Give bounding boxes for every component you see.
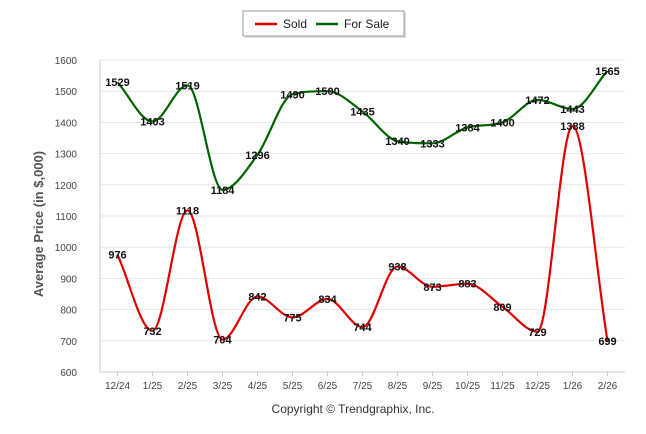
for-sale-data-label: 1443: [560, 104, 584, 116]
y-tick-label: 1100: [55, 212, 77, 223]
x-tick-label: 2/26: [598, 381, 618, 392]
for-sale-data-label: 1529: [105, 77, 129, 89]
x-tick-label: 6/25: [318, 381, 338, 392]
for-sale-data-label: 1184: [211, 185, 236, 197]
x-tick-label: 8/25: [388, 381, 408, 392]
x-tick-label: 7/25: [353, 381, 373, 392]
x-tick-label: 5/25: [283, 381, 303, 392]
y-tick-label: 1200: [55, 181, 78, 192]
for-sale-data-label: 1472: [525, 95, 549, 107]
sold-data-label: 834: [318, 294, 337, 306]
for-sale-data-label: 1333: [420, 138, 444, 150]
legend-for-sale-label: For Sale: [344, 17, 390, 31]
sold-data-label: 976: [108, 250, 126, 262]
sold-data-label: 729: [528, 327, 546, 339]
y-tick-label: 1400: [55, 118, 78, 129]
y-tick-label: 800: [60, 306, 77, 317]
x-tick-label: 3/25: [213, 381, 233, 392]
y-tick-label: 1300: [55, 150, 78, 161]
for-sale-data-label: 1500: [315, 86, 339, 98]
sold-series-line: [116, 125, 609, 342]
y-tick-labels: 600 700 800 900 1000 1100 1200 1300 1400 1500 1600: [55, 56, 78, 379]
series-lines: [116, 70, 609, 342]
x-tick-label: 4/25: [248, 381, 268, 392]
for-sale-data-label: 1296: [245, 150, 269, 162]
y-tick-label: 1600: [55, 56, 78, 67]
sold-data-label: 1118: [176, 205, 199, 217]
sold-data-label: 699: [598, 336, 616, 348]
y-tick-label: 900: [60, 274, 77, 285]
sold-data-label: 775: [283, 312, 301, 324]
y-tick-label: 1500: [55, 87, 78, 98]
sold-data-label: 704: [213, 335, 232, 347]
for-sale-data-label: 1384: [455, 122, 480, 134]
sold-data-label: 873: [423, 282, 441, 294]
x-tick-label: 9/25: [423, 381, 443, 392]
x-tick-label: 12/24: [105, 381, 130, 392]
for-sale-data-label: 1340: [385, 136, 409, 148]
for-sale-data-label: 1565: [595, 66, 619, 78]
x-tick-label: 11/25: [490, 381, 515, 392]
y-axis-label: Average Price (in $,000): [31, 151, 46, 297]
axes: [99, 60, 625, 376]
data-labels: 976 732 1118 704 842 775 834 744 938 873 883 809 729…: [105, 66, 619, 348]
x-tick-label: 1/26: [563, 381, 583, 392]
y-tick-label: 1000: [55, 243, 78, 254]
sold-data-label: 938: [388, 262, 406, 274]
grid-lines: [100, 59, 625, 373]
for-sale-data-label: 1490: [280, 89, 304, 101]
sold-data-label: 842: [248, 291, 266, 303]
for-sale-data-label: 1400: [490, 117, 514, 129]
sold-data-label: 744: [353, 322, 372, 334]
x-tick-label: 12/25: [525, 381, 550, 392]
for-sale-data-label: 1435: [350, 106, 374, 118]
sold-data-label: 1388: [560, 121, 584, 133]
legend: Sold For Sale: [242, 10, 406, 38]
sold-data-label: 883: [458, 279, 476, 291]
sold-data-label: 809: [493, 302, 511, 314]
for-sale-series-line: [116, 70, 609, 191]
legend-sold-label: Sold: [283, 17, 307, 31]
y-tick-label: 600: [60, 368, 77, 379]
x-tick-labels: 12/24 1/25 2/25 3/25 4/25 5/25 6/25 7/25 8/25 9/2…: [105, 381, 618, 392]
x-tick-label: 10/25: [455, 381, 480, 392]
sold-data-label: 732: [143, 326, 161, 338]
for-sale-data-label: 1403: [140, 116, 164, 128]
x-tick-label: 1/25: [143, 381, 163, 392]
copyright-text: Copyright © Trendgraphix, Inc.: [272, 402, 435, 416]
y-tick-label: 700: [60, 337, 77, 348]
x-tick-label: 2/25: [178, 381, 198, 392]
for-sale-data-label: 1519: [175, 80, 199, 92]
